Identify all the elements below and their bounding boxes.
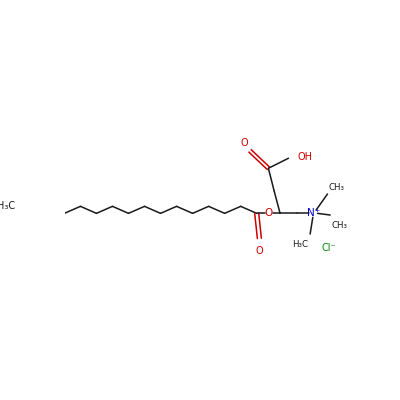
Text: Cl⁻: Cl⁻ <box>321 243 336 253</box>
Text: O: O <box>265 208 273 218</box>
Text: CH₃: CH₃ <box>331 221 347 230</box>
Text: H₃C: H₃C <box>0 201 15 211</box>
Text: OH: OH <box>297 152 312 162</box>
Text: CH₃: CH₃ <box>328 183 344 192</box>
Text: H₃C: H₃C <box>292 240 308 249</box>
Text: O: O <box>256 246 263 256</box>
Text: N⁺: N⁺ <box>307 208 320 218</box>
Text: O: O <box>240 138 248 148</box>
